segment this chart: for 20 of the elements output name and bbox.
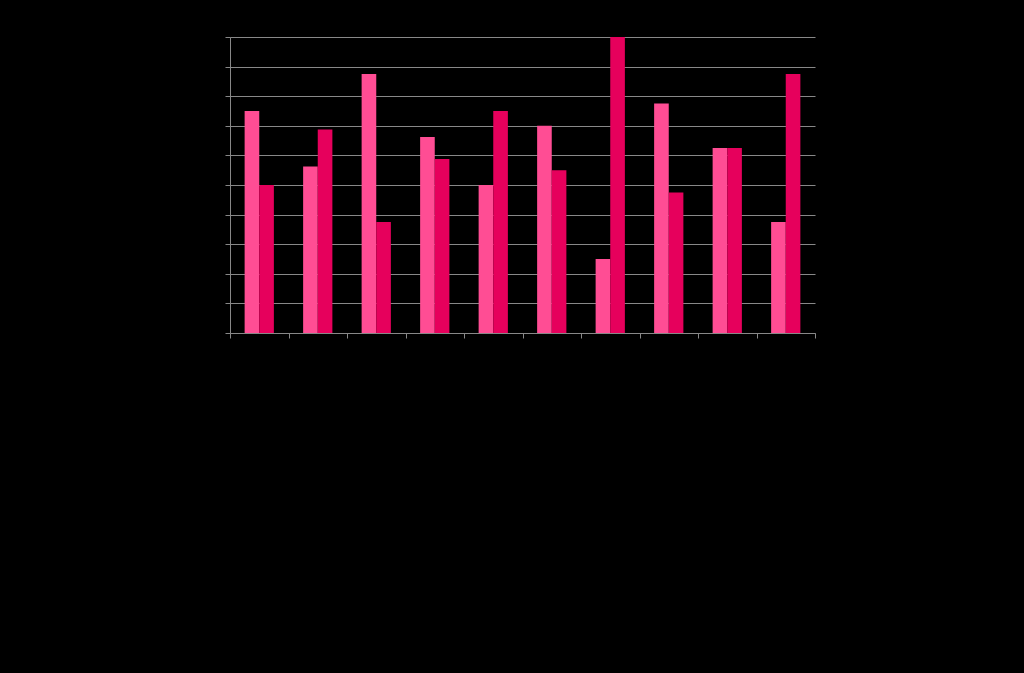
bar bbox=[493, 111, 508, 333]
bar bbox=[434, 159, 450, 333]
bar bbox=[303, 166, 318, 333]
bar bbox=[361, 74, 377, 333]
bar bbox=[551, 170, 567, 333]
bar bbox=[595, 259, 611, 333]
bar bbox=[259, 185, 274, 333]
bar bbox=[317, 129, 333, 333]
bar bbox=[537, 125, 552, 333]
bar bbox=[244, 111, 260, 333]
bar bbox=[654, 103, 669, 333]
bar bbox=[420, 136, 435, 333]
bar bbox=[668, 192, 684, 333]
bar bbox=[478, 185, 494, 333]
bar bbox=[727, 148, 742, 333]
bar bbox=[785, 74, 801, 333]
bar bbox=[712, 148, 728, 333]
bar bbox=[610, 37, 625, 333]
bar bbox=[376, 222, 391, 333]
bar bbox=[771, 222, 786, 333]
